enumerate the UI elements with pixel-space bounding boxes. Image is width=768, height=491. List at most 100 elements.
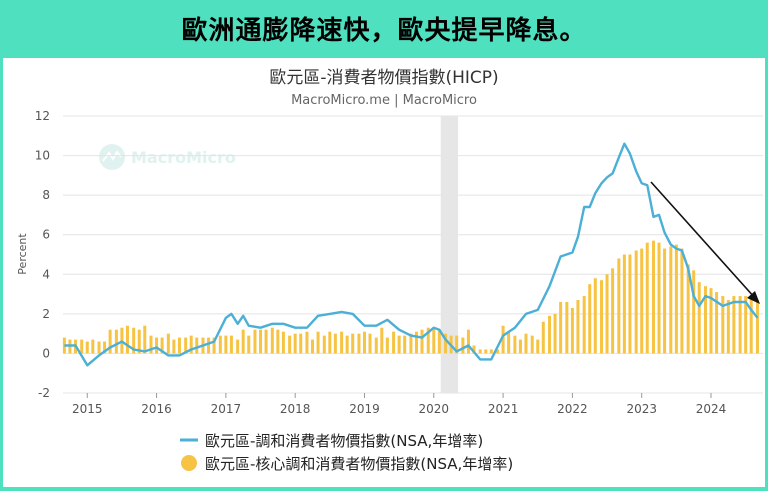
bar [293,333,297,354]
legend-item-bar[interactable]: 歐元區-核心調和消費者物價指數(NSA,年增率) [181,455,513,473]
bar [444,333,448,354]
bar [507,331,511,354]
bar [108,329,112,354]
bar [513,335,517,354]
bar [645,242,649,354]
bar [744,296,748,354]
bar [299,333,303,354]
bar [420,329,424,354]
y-axis-ticks: -2 0 2 4 6 8 10 12 [35,109,50,400]
bar [392,331,396,354]
bar [455,335,459,354]
bar [253,329,257,354]
bar [160,337,164,354]
bar [103,341,107,354]
bar [143,325,147,354]
bar [437,329,441,354]
headline-text: 歐洲通膨降速快，歐央提早降息。 [181,15,587,46]
bar [195,337,199,354]
bar [322,335,326,354]
bar [634,250,638,354]
bar [472,345,476,354]
bar [414,331,418,354]
bar [466,329,470,354]
bar [385,337,389,354]
x-tick-label: 2021 [488,402,519,416]
bar [281,331,285,354]
y-tick-label: 12 [35,109,50,123]
bar [588,284,592,354]
bar [628,254,632,354]
bar [611,268,615,354]
bar [697,282,701,354]
bar [663,248,667,354]
series-line [64,142,759,367]
bar [97,341,101,354]
legend: 歐元區-調和消費者物價指數(NSA,年增率) 歐元區-核心調和消費者物價指數(N… [180,432,513,473]
bar [397,335,401,354]
chart-title: 歐元區-消費者物價指數(HICP) [269,68,498,88]
bar [305,331,309,354]
legend-item-line[interactable]: 歐元區-調和消費者物價指數(NSA,年增率) [180,432,483,450]
y-tick-label: -2 [38,386,50,400]
x-tick-label: 2023 [626,402,657,416]
bar [368,333,372,354]
trend-arrow [650,181,760,304]
bar [570,307,574,354]
y-tick-label: 2 [42,307,50,321]
bar [576,300,580,354]
bar [559,301,563,354]
x-tick-label: 2016 [141,402,172,416]
bar [617,258,621,354]
bar [218,335,222,354]
bar [340,331,344,354]
bar [640,248,644,354]
bar [374,337,378,354]
bar [264,329,268,354]
bar [212,337,216,354]
bar [403,335,407,354]
bar [409,333,413,354]
bar [496,349,500,354]
bar [259,329,263,354]
bar [600,280,604,354]
headline-banner: 歐洲通膨降速快，歐央提早降息。 [0,0,768,56]
bar [328,331,332,354]
bar [357,333,361,354]
bar [755,300,759,354]
bar [149,335,153,354]
recession-shade [440,116,459,393]
bar [548,315,552,354]
bar [114,329,118,354]
bar [692,270,696,354]
bar [189,335,193,354]
bar [501,325,505,354]
x-tick-label: 2018 [280,402,311,416]
bar [132,327,136,354]
bar [582,296,586,354]
line-series [64,142,759,367]
bar [518,339,522,354]
bar [166,333,170,354]
bar [270,327,274,354]
bar [530,335,534,354]
bar [541,321,545,354]
bar [686,264,690,354]
bar [172,339,176,354]
bar [593,278,597,354]
bar [715,292,719,354]
bar [553,313,557,354]
watermark-logo: MacroMicro [99,144,236,170]
x-tick-label: 2022 [557,402,588,416]
bar [478,349,482,354]
chart-card: 歐元區-消費者物價指數(HICP) MacroMicro.me | MacroM… [3,58,765,487]
trend-arrow-shaft [650,181,756,299]
shaded-region [440,116,459,393]
bar [155,337,159,354]
bar [229,335,233,354]
bar [288,335,292,354]
bar [461,337,465,354]
x-tick-label: 2015 [72,402,103,416]
x-tick-label: 2024 [696,402,727,416]
x-axis-ticks: 2015 2016 2017 2018 2019 2020 2021 2022 2023 2024 [72,393,726,416]
